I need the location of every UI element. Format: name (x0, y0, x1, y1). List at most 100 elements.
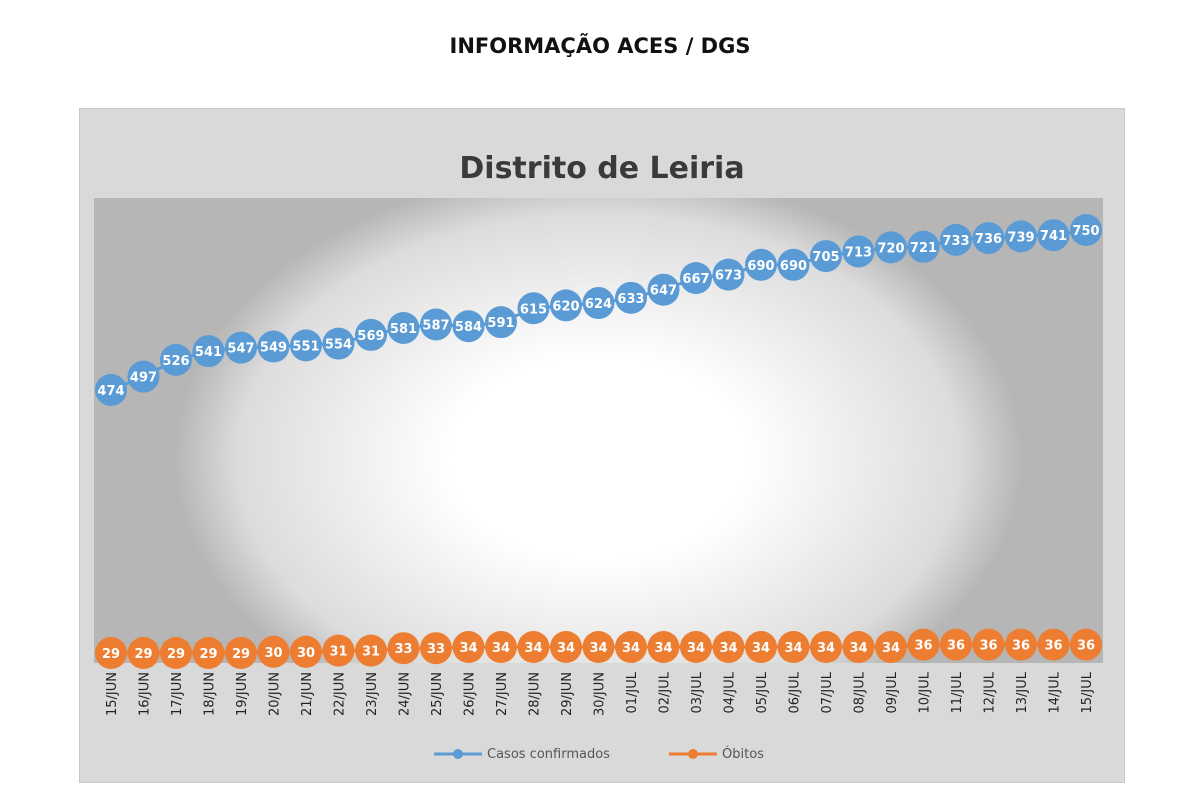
data-point (907, 230, 940, 263)
data-label: 584 (455, 320, 482, 335)
data-point (940, 628, 972, 661)
data-label: 34 (492, 641, 510, 656)
data-point (777, 248, 810, 281)
x-tick-label: 19/JUN (235, 672, 250, 716)
x-tick-label: 20/JUN (268, 672, 283, 716)
data-label: 526 (162, 354, 189, 369)
data-label: 647 (650, 284, 677, 299)
data-label: 36 (1077, 639, 1095, 654)
legend-marker (453, 749, 463, 759)
data-point (257, 330, 290, 363)
data-label: 750 (1072, 224, 1099, 239)
data-label: 551 (292, 339, 319, 354)
x-tick-label: 02/JUL (658, 671, 673, 713)
x-tick-label: 15/JUL (1080, 671, 1095, 713)
data-point (95, 374, 127, 406)
data-point (550, 289, 582, 322)
data-label: 581 (390, 322, 417, 337)
data-label: 34 (589, 641, 607, 656)
x-tick-label: 15/JUN (105, 672, 120, 716)
data-label: 591 (487, 316, 514, 331)
data-point (745, 248, 777, 281)
data-label: 29 (232, 647, 250, 662)
x-tick-label: 05/JUL (755, 671, 770, 713)
data-point (192, 335, 225, 368)
x-tick-label: 07/JUL (820, 671, 835, 713)
data-point (485, 631, 517, 663)
data-point (225, 637, 257, 669)
data-label: 30 (297, 646, 315, 661)
data-label: 34 (784, 641, 802, 656)
data-point (615, 631, 647, 663)
data-label: 624 (585, 297, 612, 312)
x-tick-label: 09/JUL (885, 671, 900, 713)
data-point (907, 628, 940, 661)
x-tick-label: 14/JUL (1048, 671, 1063, 713)
data-label: 34 (752, 641, 770, 656)
data-point (355, 634, 387, 667)
data-label: 667 (682, 272, 709, 287)
data-point (387, 311, 420, 344)
data-point (192, 637, 225, 669)
data-point (1005, 220, 1037, 253)
data-label: 741 (1040, 229, 1067, 244)
data-label: 29 (134, 647, 152, 662)
data-point (257, 635, 290, 668)
data-label: 34 (687, 641, 705, 656)
data-point (972, 222, 1005, 255)
x-tick-label: 22/JUN (333, 672, 348, 716)
data-point (160, 637, 192, 669)
data-label: 497 (130, 371, 157, 386)
x-tick-label: 29/JUN (560, 672, 575, 716)
data-label: 541 (195, 345, 222, 360)
x-tick-label: 21/JUN (300, 672, 315, 716)
x-tick-label: 08/JUL (853, 671, 868, 713)
data-point (680, 631, 712, 663)
data-point (712, 631, 745, 663)
data-label: 739 (1007, 230, 1034, 245)
data-label: 736 (975, 232, 1002, 247)
data-point (680, 262, 712, 295)
data-label: 569 (357, 329, 384, 344)
data-point (582, 631, 615, 663)
data-point (842, 631, 875, 663)
data-label: 554 (325, 338, 352, 353)
data-label: 733 (942, 234, 969, 249)
data-label: 36 (1044, 639, 1062, 654)
data-point (1070, 214, 1102, 246)
x-tick-label: 11/JUL (950, 671, 965, 713)
data-point (355, 318, 387, 351)
data-label: 720 (877, 241, 904, 256)
data-point (777, 631, 810, 663)
data-point (127, 637, 160, 669)
data-point (712, 258, 745, 291)
data-label: 547 (227, 342, 254, 357)
data-point (322, 327, 355, 360)
x-tick-label: 16/JUN (138, 672, 153, 716)
data-label: 36 (979, 639, 997, 654)
x-tick-label: 04/JUL (723, 671, 738, 713)
data-point (972, 628, 1005, 661)
data-label: 690 (780, 259, 807, 274)
legend-label: Casos confirmados (487, 747, 610, 762)
x-tick-label: 03/JUL (690, 671, 705, 713)
x-tick-label: 13/JUL (1015, 671, 1030, 713)
data-label: 721 (910, 241, 937, 256)
data-point (875, 231, 907, 264)
data-label: 29 (199, 647, 217, 662)
data-label: 34 (622, 641, 640, 656)
data-point (517, 292, 550, 325)
data-point (452, 310, 485, 343)
data-label: 33 (394, 642, 412, 657)
data-label: 690 (747, 259, 774, 274)
data-label: 34 (524, 641, 542, 656)
data-label: 34 (882, 641, 900, 656)
data-label: 620 (552, 299, 579, 314)
data-label: 474 (97, 384, 124, 399)
data-label: 34 (817, 641, 835, 656)
data-point (940, 223, 972, 256)
plot-area (94, 198, 1103, 663)
x-tick-label: 27/JUN (495, 672, 510, 716)
data-point (842, 235, 875, 268)
data-label: 34 (849, 641, 867, 656)
